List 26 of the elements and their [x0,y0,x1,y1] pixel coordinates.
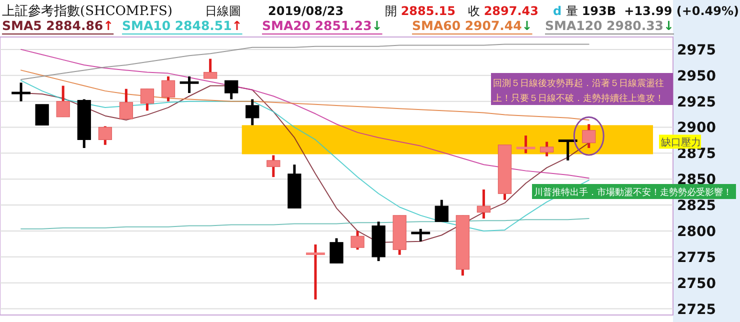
y-tick-label: 2850 [677,172,716,188]
band-label: 缺口壓力 [661,136,701,149]
text: 收 2897.43 [468,4,538,18]
text: +13.99 (+0.49%) [624,4,739,18]
annotation: 川普推特出手．市場動盪不安！走勢勢必受影響！ [534,187,732,198]
y-tick-label: 2925 [677,94,716,110]
y-tick-label: 2800 [677,224,716,240]
annotation: 回測５日線後攻勢再起．沿著５日線震盪往上！只要５日線不破．走勢持續往上進攻！ [493,78,664,104]
text: SMA60 2907.44↓ [412,18,532,33]
y-tick-label: 2825 [677,198,716,214]
text: 量 193B [566,4,616,18]
text: 2019/08/23 [268,4,344,18]
series-label: SMA120 2980.33↓ [545,18,674,33]
text: SMA20 2851.23↓ [262,18,382,33]
chart-subtitle: 日線圖 [205,4,241,18]
text: d [553,4,562,18]
text: SMA10 2848.51↑ [122,18,242,33]
y-tick-label: 2750 [677,276,716,292]
y-tick-label: 2775 [677,250,716,266]
text: SMA5 2884.86↑ [2,18,114,33]
y-tick-label: 2975 [677,42,716,58]
y-tick-label: 2950 [677,68,716,84]
chart-title: 上証參考指數(SHCOMP.FS) [2,4,172,19]
y-tick-label: 2900 [677,120,716,136]
text: 開 2885.15 [385,4,456,18]
y-tick-label: 2725 [677,302,716,318]
